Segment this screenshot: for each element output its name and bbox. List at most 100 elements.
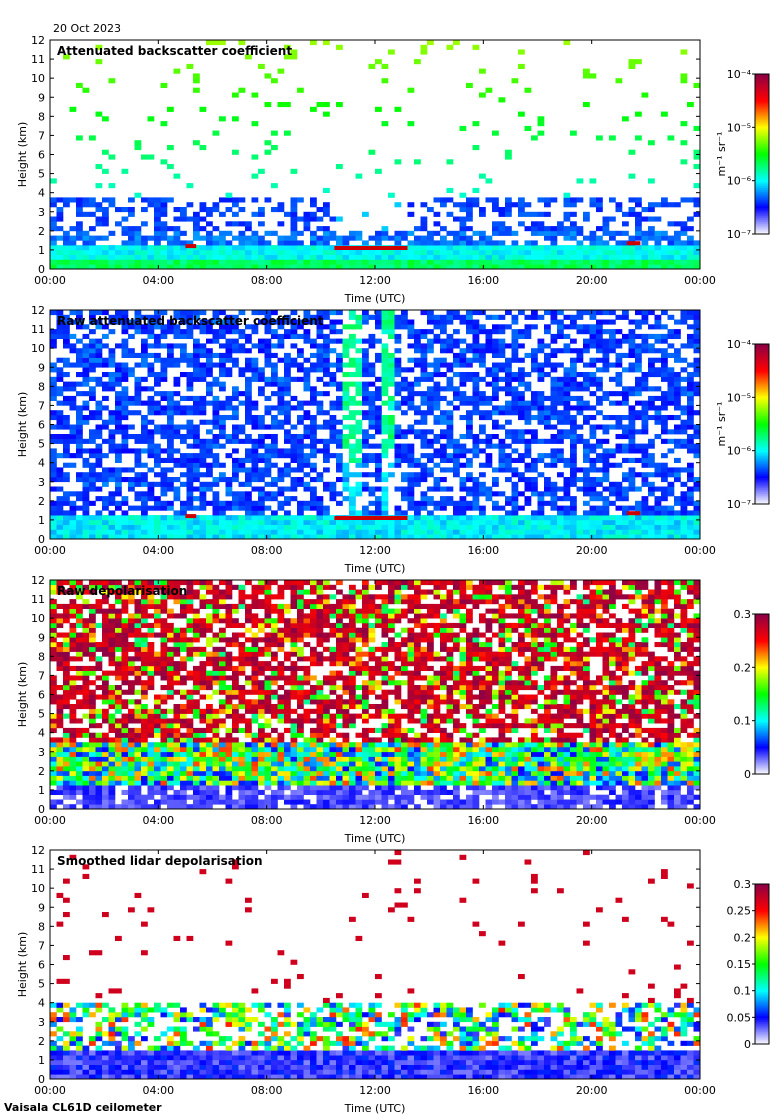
colorbar-segment (755, 912, 769, 915)
colorbar-segment (755, 486, 769, 489)
y-tick-label: 9 (38, 361, 45, 374)
colorbar-segment (755, 488, 769, 491)
y-tick-label: 1 (38, 784, 45, 797)
x-tick-label: 20:00 (576, 814, 608, 827)
colorbar-segment (755, 960, 769, 963)
colorbar-segment (755, 894, 769, 897)
heatmap-cells (50, 580, 701, 810)
colorbar-segment (755, 132, 769, 135)
colorbar-segment (755, 464, 769, 467)
colorbar-segment (755, 452, 769, 455)
x-tick-label: 20:00 (576, 1084, 608, 1097)
colorbar-segment (755, 660, 769, 663)
colorbar-segment (755, 730, 769, 733)
colorbar-segment (755, 344, 769, 347)
colorbar-segment (755, 718, 769, 721)
colorbar-label: m⁻¹ sr⁻¹ (715, 402, 728, 447)
colorbar: 0 0.05 0.1 0.15 0.2 0.25 0.3 (727, 878, 770, 1051)
colorbar-segment (755, 194, 769, 197)
colorbar-segment (755, 214, 769, 217)
colorbar-segment (755, 76, 769, 79)
colorbar-segment (755, 992, 769, 995)
colorbar-segment (755, 100, 769, 103)
y-tick-label: 11 (31, 323, 45, 336)
colorbar-tick-label: 10⁻⁵ (727, 121, 751, 134)
heatmap-cells (50, 310, 701, 540)
colorbar-segment (755, 126, 769, 129)
colorbar-segment (755, 346, 769, 349)
colorbar-segment (755, 970, 769, 973)
colorbar-tick-label: 10⁻⁴ (727, 338, 752, 351)
colorbar-segment (755, 470, 769, 473)
colorbar-segment (755, 110, 769, 113)
colorbar-segment (755, 440, 769, 443)
colorbar-tick-label: 0 (744, 1038, 751, 1051)
colorbar-segment (755, 428, 769, 431)
colorbar-segment (755, 710, 769, 713)
colorbar-segment (755, 102, 769, 105)
y-tick-label: 7 (38, 399, 45, 412)
colorbar-segment (755, 906, 769, 909)
colorbar-segment (755, 620, 769, 623)
colorbar-segment (755, 976, 769, 979)
y-axis-label: Height (km) (16, 392, 29, 458)
colorbar-segment (755, 130, 769, 133)
cloud-event-1 (185, 244, 197, 249)
colorbar-segment (755, 468, 769, 471)
colorbar-segment (755, 924, 769, 927)
y-axis-label: Height (km) (16, 932, 29, 998)
y-tick-label: 12 (31, 844, 45, 857)
y-tick-label: 2 (38, 1035, 45, 1048)
colorbar-segment (755, 438, 769, 441)
colorbar-segment (755, 448, 769, 451)
colorbar-segment (755, 910, 769, 913)
x-axis-label: Time (UTC) (344, 292, 406, 305)
colorbar-segment (755, 738, 769, 741)
colorbar-segment (755, 714, 769, 717)
colorbar-segment (755, 1024, 769, 1027)
colorbar-segment (755, 186, 769, 189)
colorbar-segment (755, 224, 769, 227)
y-tick-label: 1 (38, 244, 45, 257)
colorbar-segment (755, 928, 769, 931)
colorbar-segment (755, 708, 769, 711)
cloud-event-3 (626, 511, 641, 516)
y-tick-label: 9 (38, 901, 45, 914)
colorbar-segment (755, 1010, 769, 1013)
colorbar-segment (755, 430, 769, 433)
colorbar-frame (754, 343, 770, 505)
y-tick-label: 12 (31, 574, 45, 587)
x-tick-label: 08:00 (251, 814, 283, 827)
colorbar-segment (755, 942, 769, 945)
colorbar-segment (755, 728, 769, 731)
colorbar-segment (755, 1032, 769, 1035)
cloud-event-2 (334, 246, 408, 250)
y-tick-label: 6 (38, 689, 45, 702)
y-tick-label: 5 (38, 708, 45, 721)
colorbar-segment (755, 1002, 769, 1005)
colorbar-segment (755, 678, 769, 681)
colorbar-segment (755, 108, 769, 111)
colorbar-segment (755, 644, 769, 647)
colorbar-segment (755, 84, 769, 87)
colorbar-segment (755, 380, 769, 383)
colorbar-segment (755, 188, 769, 191)
instrument-label: Vaisala CL61D ceilometer (4, 1101, 162, 1114)
colorbar-tick-label: 10⁻⁶ (727, 445, 752, 458)
colorbar-segment (755, 136, 769, 139)
colorbar-segment (755, 150, 769, 153)
colorbar-segment (755, 422, 769, 425)
colorbar-segment (755, 754, 769, 757)
y-tick-label: 3 (38, 476, 45, 489)
colorbar-segment (755, 696, 769, 699)
colorbar-segment (755, 956, 769, 959)
colorbar-segment (755, 904, 769, 907)
colorbar-segment (755, 958, 769, 961)
colorbar-segment (755, 980, 769, 983)
colorbar-segment (755, 86, 769, 89)
colorbar-segment (755, 898, 769, 901)
colorbar-segment (755, 400, 769, 403)
y-tick-label: 6 (38, 419, 45, 432)
colorbar-segment (755, 172, 769, 175)
colorbar-segment (755, 954, 769, 957)
